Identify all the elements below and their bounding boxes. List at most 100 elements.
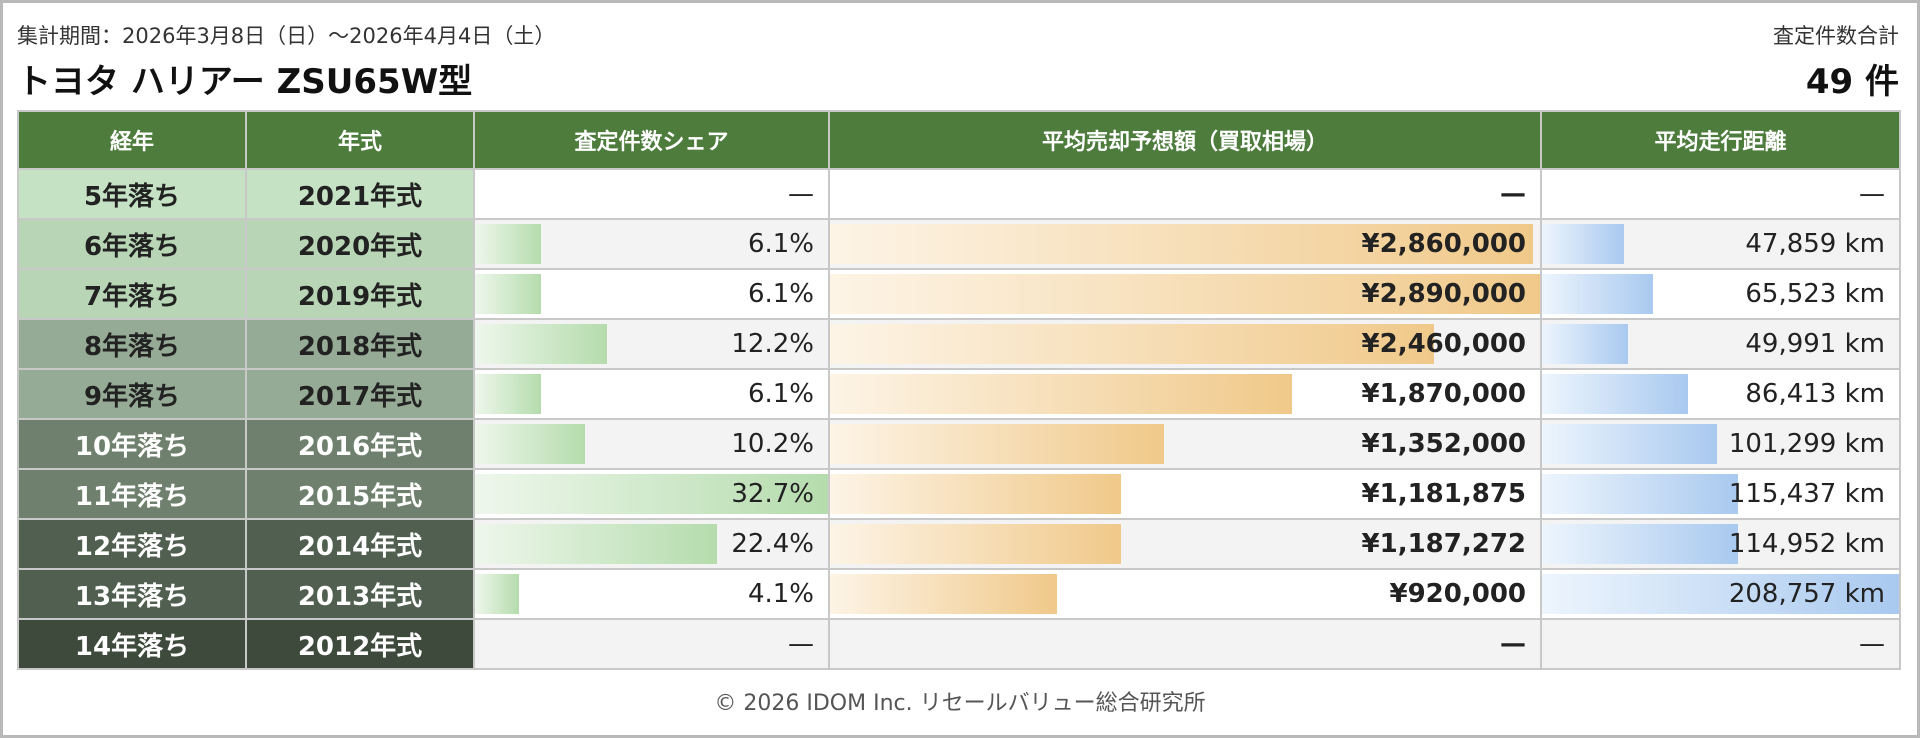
model-year-cell: 2015年式: [245, 468, 475, 520]
avg-mileage-cell: —: [1540, 168, 1901, 220]
km-bar: [1543, 274, 1653, 314]
share-cell-value: 12.2%: [731, 329, 814, 359]
price-bar: [831, 474, 1122, 514]
km-bar: [1543, 424, 1717, 464]
table-row: 8年落ち 2018年式 12.2% ¥2,460,000 49,991 km: [17, 318, 1901, 370]
avg-mileage-cell: 47,859 km: [1540, 218, 1901, 270]
share-cell-value: 32.7%: [731, 479, 814, 509]
price-bar: [831, 574, 1058, 614]
price-bar: [831, 374, 1292, 414]
age-cell: 9年落ち: [17, 368, 247, 420]
model-year-cell: 2021年式: [245, 168, 475, 220]
share-cell-value: 22.4%: [731, 529, 814, 559]
column-header-share: 査定件数シェア: [473, 110, 830, 170]
share-cell: —: [473, 168, 830, 220]
table-header-row: 経年 年式 査定件数シェア 平均売却予想額（買取相場） 平均走行距離: [17, 110, 1901, 170]
avg-price-cell-value: ¥2,460,000: [1361, 329, 1526, 359]
share-cell: 4.1%: [473, 568, 830, 620]
avg-price-cell-value: ¥1,181,875: [1361, 479, 1526, 509]
resale-table: 経年 年式 査定件数シェア 平均売却予想額（買取相場） 平均走行距離 5年落ち 2…: [17, 110, 1901, 670]
copyright-footer: © 2026 IDOM Inc. リセールバリュー総合研究所: [714, 691, 1206, 716]
avg-mileage-cell: 208,757 km: [1540, 568, 1901, 620]
avg-price-cell: ¥1,187,272: [828, 518, 1542, 570]
avg-mileage-cell-value: 49,991 km: [1745, 329, 1885, 359]
share-cell-value: 4.1%: [747, 579, 814, 609]
share-cell: 6.1%: [473, 368, 830, 420]
table-row: 6年落ち 2020年式 6.1% ¥2,860,000 47,859 km: [17, 218, 1901, 270]
share-cell: 10.2%: [473, 418, 830, 470]
model-year-cell: 2017年式: [245, 368, 475, 420]
avg-price-cell: —: [828, 168, 1542, 220]
avg-price-cell: ¥1,870,000: [828, 368, 1542, 420]
share-cell-value: —: [788, 179, 814, 209]
km-bar: [1543, 324, 1628, 364]
share-cell-value: 6.1%: [747, 229, 814, 259]
avg-mileage-cell: 101,299 km: [1540, 418, 1901, 470]
km-bar: [1543, 574, 1898, 614]
table-row: 10年落ち 2016年式 10.2% ¥1,352,000 101,299 km: [17, 418, 1901, 470]
share-cell: 12.2%: [473, 318, 830, 370]
avg-mileage-cell-value: 208,757 km: [1728, 579, 1885, 609]
avg-mileage-cell-value: 86,413 km: [1745, 379, 1885, 409]
share-bar: [476, 424, 586, 464]
km-bar: [1543, 374, 1689, 414]
share-cell-value: 6.1%: [747, 279, 814, 309]
share-bar: [476, 274, 541, 314]
age-cell: 5年落ち: [17, 168, 247, 220]
table-row: 5年落ち 2021年式 — — —: [17, 168, 1901, 220]
avg-mileage-cell-value: —: [1859, 179, 1885, 209]
column-header-avg-price: 平均売却予想額（買取相場）: [828, 110, 1542, 170]
share-bar: [476, 224, 541, 264]
age-cell: 7年落ち: [17, 268, 247, 320]
avg-price-cell: ¥920,000: [828, 568, 1542, 620]
share-bar: [476, 574, 520, 614]
model-year-cell: 2013年式: [245, 568, 475, 620]
km-bar: [1543, 474, 1739, 514]
avg-mileage-cell: 114,952 km: [1540, 518, 1901, 570]
share-cell-value: —: [788, 629, 814, 659]
column-header-age: 経年: [17, 110, 247, 170]
avg-mileage-cell-value: 114,952 km: [1728, 529, 1885, 559]
avg-mileage-cell: 86,413 km: [1540, 368, 1901, 420]
share-bar: [476, 524, 717, 564]
share-cell: 22.4%: [473, 518, 830, 570]
table-row: 12年落ち 2014年式 22.4% ¥1,187,272 114,952 km: [17, 518, 1901, 570]
avg-mileage-cell: 65,523 km: [1540, 268, 1901, 320]
column-header-avg-mileage: 平均走行距離: [1540, 110, 1901, 170]
avg-price-cell: ¥1,352,000: [828, 418, 1542, 470]
share-cell: 32.7%: [473, 468, 830, 520]
avg-mileage-cell: 49,991 km: [1540, 318, 1901, 370]
table-row: 13年落ち 2013年式 4.1% ¥920,000 208,757 km: [17, 568, 1901, 620]
avg-price-cell: ¥1,181,875: [828, 468, 1542, 520]
avg-mileage-cell-value: 65,523 km: [1745, 279, 1885, 309]
avg-price-cell-value: ¥1,870,000: [1361, 379, 1526, 409]
avg-mileage-cell: —: [1540, 618, 1901, 670]
avg-price-cell-value: ¥920,000: [1389, 579, 1526, 609]
share-cell: 6.1%: [473, 218, 830, 270]
price-bar: [831, 274, 1539, 314]
km-bar: [1543, 224, 1625, 264]
table-row: 14年落ち 2012年式 — — —: [17, 618, 1901, 670]
avg-price-cell-value: —: [1500, 629, 1526, 659]
model-year-cell: 2020年式: [245, 218, 475, 270]
model-year-cell: 2018年式: [245, 318, 475, 370]
avg-price-cell: ¥2,860,000: [828, 218, 1542, 270]
table-row: 11年落ち 2015年式 32.7% ¥1,181,875 115,437 km: [17, 468, 1901, 520]
model-year-cell: 2012年式: [245, 618, 475, 670]
aggregation-period: 集計期間：2026年3月8日（日）〜2026年4月4日（土）: [17, 24, 556, 48]
total-count-value: 49 件: [1805, 62, 1899, 102]
share-bar: [476, 324, 607, 364]
avg-mileage-cell-value: —: [1859, 629, 1885, 659]
share-bar: [476, 374, 541, 414]
age-cell: 10年落ち: [17, 418, 247, 470]
price-bar: [831, 224, 1533, 264]
avg-mileage-cell-value: 101,299 km: [1728, 429, 1885, 459]
share-cell: 6.1%: [473, 268, 830, 320]
avg-price-cell-value: ¥2,890,000: [1361, 279, 1526, 309]
avg-price-cell: ¥2,460,000: [828, 318, 1542, 370]
share-cell-value: 10.2%: [731, 429, 814, 459]
model-year-cell: 2014年式: [245, 518, 475, 570]
table-row: 9年落ち 2017年式 6.1% ¥1,870,000 86,413 km: [17, 368, 1901, 420]
total-count-label: 査定件数合計: [1773, 24, 1899, 48]
share-cell-value: 6.1%: [747, 379, 814, 409]
